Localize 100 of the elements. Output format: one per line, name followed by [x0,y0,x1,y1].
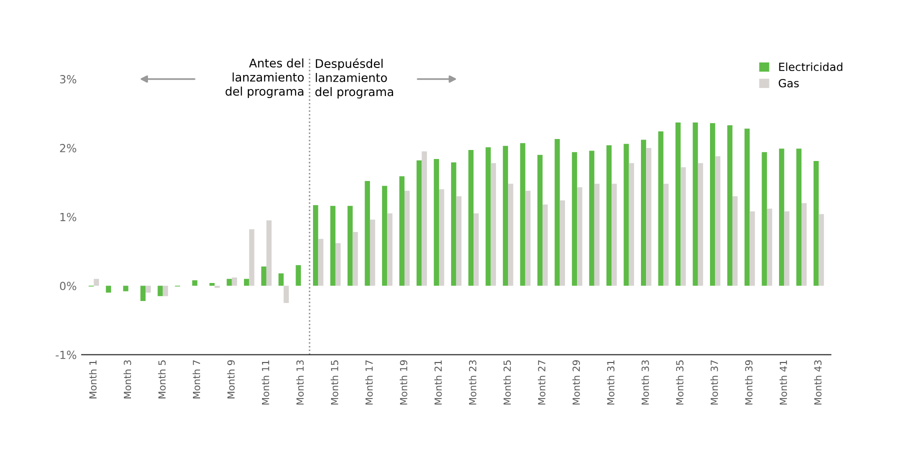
bar [762,152,767,286]
bar [382,186,388,286]
bar [278,273,284,286]
bar [404,190,410,286]
x-tick-label: Month 21 [434,360,442,405]
bar [439,189,444,286]
bar [335,243,341,286]
bar [520,143,526,286]
bar [784,211,790,286]
annotation: Antes del lanzamiento del programa [226,58,304,98]
bar [577,187,582,286]
bar [209,283,215,286]
bar [318,238,324,286]
bar [158,286,163,296]
bar [399,176,404,286]
x-tick-label: Month 29 [572,360,580,405]
bar [502,146,508,286]
bar [646,148,652,286]
bar [594,184,600,286]
x-tick-label: Month 41 [780,360,788,405]
bar [542,204,548,286]
bar [490,163,496,286]
bar [680,167,686,286]
x-tick-label: Month 37 [710,360,718,405]
bar [192,280,198,286]
bar [589,150,594,286]
x-tick-label: Month 33 [641,360,649,405]
x-tick-label: Month 1 [89,360,97,398]
bar [744,128,750,286]
bar [698,163,704,286]
y-tick-label: 2% [60,144,76,152]
bar [284,286,289,304]
x-tick-label: Month 3 [124,360,132,398]
bar [162,286,168,296]
bar [692,122,698,286]
bar [612,184,617,286]
bar [624,144,629,286]
bar [818,214,824,286]
bar [94,278,99,286]
bar [364,181,370,286]
x-tick-label: Month 7 [192,360,200,398]
x-tick-label: Month 19 [400,360,408,405]
bar [296,265,301,286]
bar [727,125,732,286]
bar [474,213,479,286]
bar [244,278,250,286]
bar [266,220,272,286]
legend-label: Electricidad [779,62,842,72]
bar [146,286,151,293]
bar [710,123,716,286]
bar [796,148,802,286]
bar [572,152,578,286]
bar [106,286,112,293]
bar [226,278,232,286]
bar [387,213,392,286]
bar [416,160,422,286]
bar [313,205,318,286]
y-tick-label: -1% [56,350,76,360]
bar [348,206,353,286]
bar [330,206,336,286]
bar [814,161,819,286]
bar [468,150,474,286]
bar [606,145,612,286]
bar [658,131,664,286]
x-tick-label: Month 9 [227,360,235,398]
y-tick-label: 1% [60,212,76,222]
bar [140,286,146,301]
x-tick-label: Month 31 [606,360,614,405]
bar [750,211,755,286]
bar [560,200,566,286]
bar [801,203,807,286]
bar [675,122,681,286]
bar [451,162,456,286]
y-tick-label: 0% [60,282,76,290]
bar [261,266,266,286]
bar [537,154,543,286]
bar [554,139,560,286]
bar [123,286,128,292]
bar [352,232,358,286]
bar [434,158,440,286]
x-tick-label: Month 11 [262,360,270,405]
x-tick-label: Month 27 [538,360,546,405]
bar [232,278,238,286]
bar [486,147,491,286]
x-tick-label: Month 23 [468,360,476,405]
x-tick-label: Month 13 [296,360,304,405]
bar [663,184,669,286]
y-tick-label: 3% [60,75,76,84]
bar [640,140,646,286]
bar [766,208,772,286]
bar [508,184,514,286]
bar [715,156,720,286]
x-tick-label: Month 15 [330,360,338,405]
x-tick-label: Month 17 [365,360,373,405]
bar [249,229,254,286]
annotation: Despuésdel lanzamiento del programa [315,58,394,98]
bar [732,196,738,286]
bar [370,220,376,286]
bar [525,190,530,286]
bar [628,163,634,286]
